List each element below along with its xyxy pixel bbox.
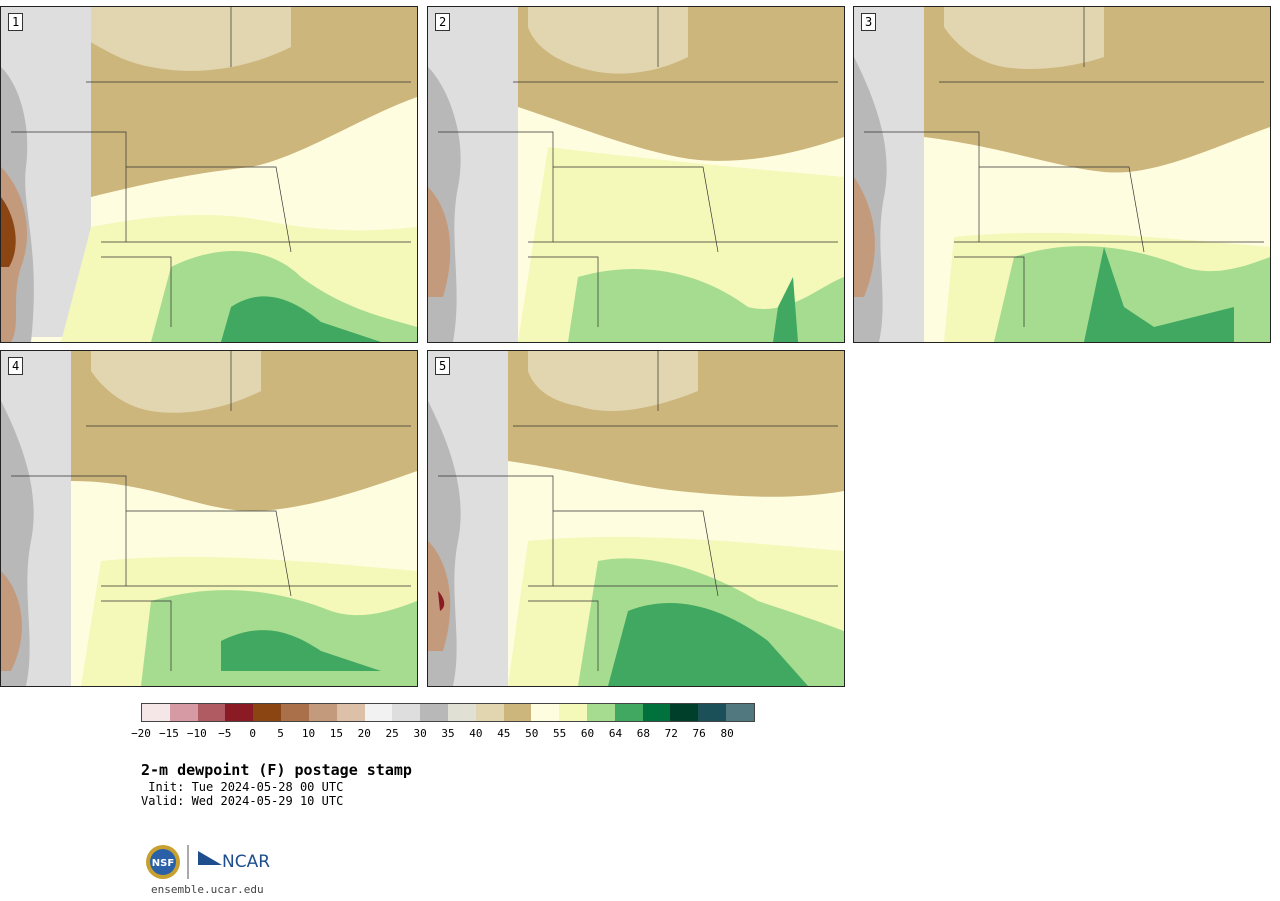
colorbar-tick-label: 40: [469, 727, 483, 740]
colorbar-swatch: [475, 704, 504, 721]
colorbar-tick-label: −20: [131, 727, 151, 740]
ncar-mark-icon: [198, 851, 222, 865]
colorbar-swatch: [503, 704, 532, 721]
colorbar-swatch: [642, 704, 671, 721]
colorbar-tick-label: 50: [525, 727, 539, 740]
colorbar-tick-label: 20: [357, 727, 371, 740]
colorbar-tick-label: 30: [413, 727, 427, 740]
dewpoint-map-3: [854, 7, 1270, 342]
colorbar-swatch: [392, 704, 421, 721]
chart-title: 2-m dewpoint (F) postage stamp: [141, 761, 412, 779]
map-panel-4: 4: [0, 350, 418, 687]
panel-number: 1: [8, 13, 24, 31]
colorbar-tick-label: 72: [664, 727, 678, 740]
colorbar-swatch: [420, 704, 448, 721]
colorbar-tick-label: 15: [329, 727, 343, 740]
colorbar-swatch: [281, 704, 309, 721]
colorbar-swatch: [559, 704, 587, 721]
colorbar-swatch: [670, 704, 699, 721]
colorbar-swatch: [169, 704, 198, 721]
colorbar-tick-label: −5: [218, 727, 232, 740]
ncar-logo-text: NCAR: [222, 852, 270, 872]
colorbar-swatch: [531, 704, 560, 721]
colorbar-tick-label: 68: [636, 727, 650, 740]
colorbar-tick-label: 10: [301, 727, 316, 740]
panel-number: 2: [435, 13, 451, 31]
colorbar-tick-label: 80: [720, 727, 734, 740]
colorbar-swatch: [336, 704, 365, 721]
colorbar-ticks: −20 −15 −10 −5 0 5 10 15 20 25 30 35 40 45 50 55 60 64 68 7…: [131, 727, 755, 741]
colorbar-swatch: [197, 704, 226, 721]
map-panel-3: 3: [853, 6, 1271, 343]
colorbar-tick-label: 76: [692, 727, 706, 740]
dewpoint-map-5: [428, 351, 844, 686]
nsf-ncar-logo: NSF NCAR: [144, 843, 274, 881]
colorbar-tick-label: 25: [385, 727, 399, 740]
colorbar-swatch: [308, 704, 337, 721]
nsf-logo-text: NSF: [152, 858, 174, 869]
colorbar-tick-label: 5: [277, 727, 284, 740]
colorbar-tick-label: 60: [580, 727, 595, 740]
colorbar-tick-label: 35: [441, 727, 455, 740]
colorbar-tick-label: 0: [249, 727, 256, 740]
map-panel-1: 1: [0, 6, 418, 343]
colorbar-swatch: [726, 704, 754, 721]
colorbar-tick-label: −10: [186, 727, 207, 740]
colorbar-swatch: [225, 704, 254, 721]
colorbar-tick-label: 55: [553, 727, 567, 740]
colorbar-tick-label: 45: [497, 727, 511, 740]
dewpoint-map-4: [1, 351, 417, 686]
dewpoint-map-2: [428, 7, 844, 342]
init-time: Init: Tue 2024-05-28 00 UTC: [141, 780, 344, 794]
colorbar-swatch: [447, 704, 476, 721]
valid-time: Valid: Wed 2024-05-29 10 UTC: [141, 794, 344, 808]
colorbar-swatch: [142, 704, 170, 721]
panel-number: 3: [861, 13, 877, 31]
colorbar-swatch: [698, 704, 727, 721]
site-url: ensemble.ucar.edu: [151, 883, 264, 896]
colorbar: [141, 703, 755, 722]
dewpoint-map-1: [1, 7, 417, 342]
colorbar-swatch: [614, 704, 643, 721]
map-panel-5: 5: [427, 350, 845, 687]
colorbar-tick-label: −15: [158, 727, 179, 740]
map-panel-2: 2: [427, 6, 845, 343]
colorbar-swatch: [364, 704, 393, 721]
colorbar-swatch: [587, 704, 615, 721]
colorbar-swatch: [253, 704, 282, 721]
panel-number: 4: [8, 357, 24, 375]
colorbar-tick-label: 64: [608, 727, 623, 740]
panel-number: 5: [435, 357, 451, 375]
